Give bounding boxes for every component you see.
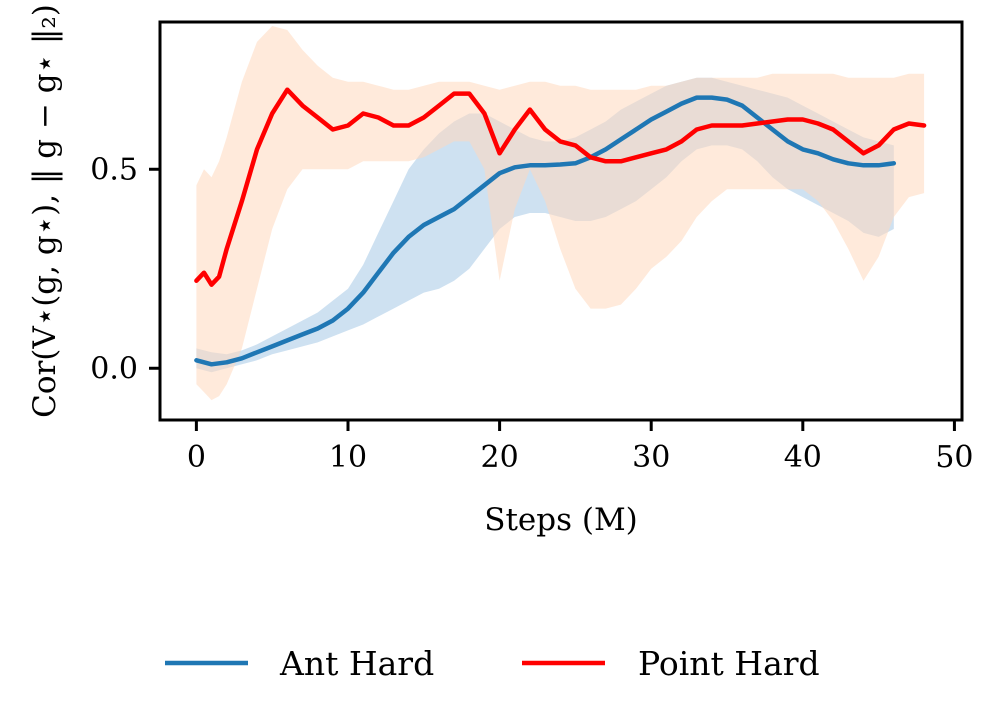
x-tick-label: 30: [632, 440, 670, 475]
confidence-band-ant-hard: [196, 77, 894, 373]
x-tick-label: 50: [935, 440, 973, 475]
x-tick-label: 10: [329, 440, 367, 475]
plot-layer: [194, 26, 927, 401]
series-line-ant-hard: [194, 95, 897, 367]
y-axis-label: Cor(V⋆(g, g⋆), ‖ g − g⋆ ‖₂): [27, 4, 63, 418]
plot-area: [194, 26, 927, 401]
x-tick-label: 40: [784, 440, 822, 475]
y-tick-label: 0.0: [90, 351, 138, 386]
x-tick-label: 20: [481, 440, 519, 475]
legend: Ant Hard Point Hard: [165, 644, 820, 683]
x-tick-label: 0: [187, 440, 206, 475]
y-tick-label: 0.5: [90, 152, 138, 187]
axes-frame: [158, 20, 964, 422]
ticks-layer: 0 10 20 30 40 50 0.0 0.5: [90, 152, 973, 475]
legend-label-ant-hard: Ant Hard: [279, 644, 434, 683]
x-axis-label: Steps (M): [484, 502, 638, 538]
series-line-point-hard: [194, 87, 927, 287]
legend-label-point-hard: Point Hard: [638, 644, 820, 683]
